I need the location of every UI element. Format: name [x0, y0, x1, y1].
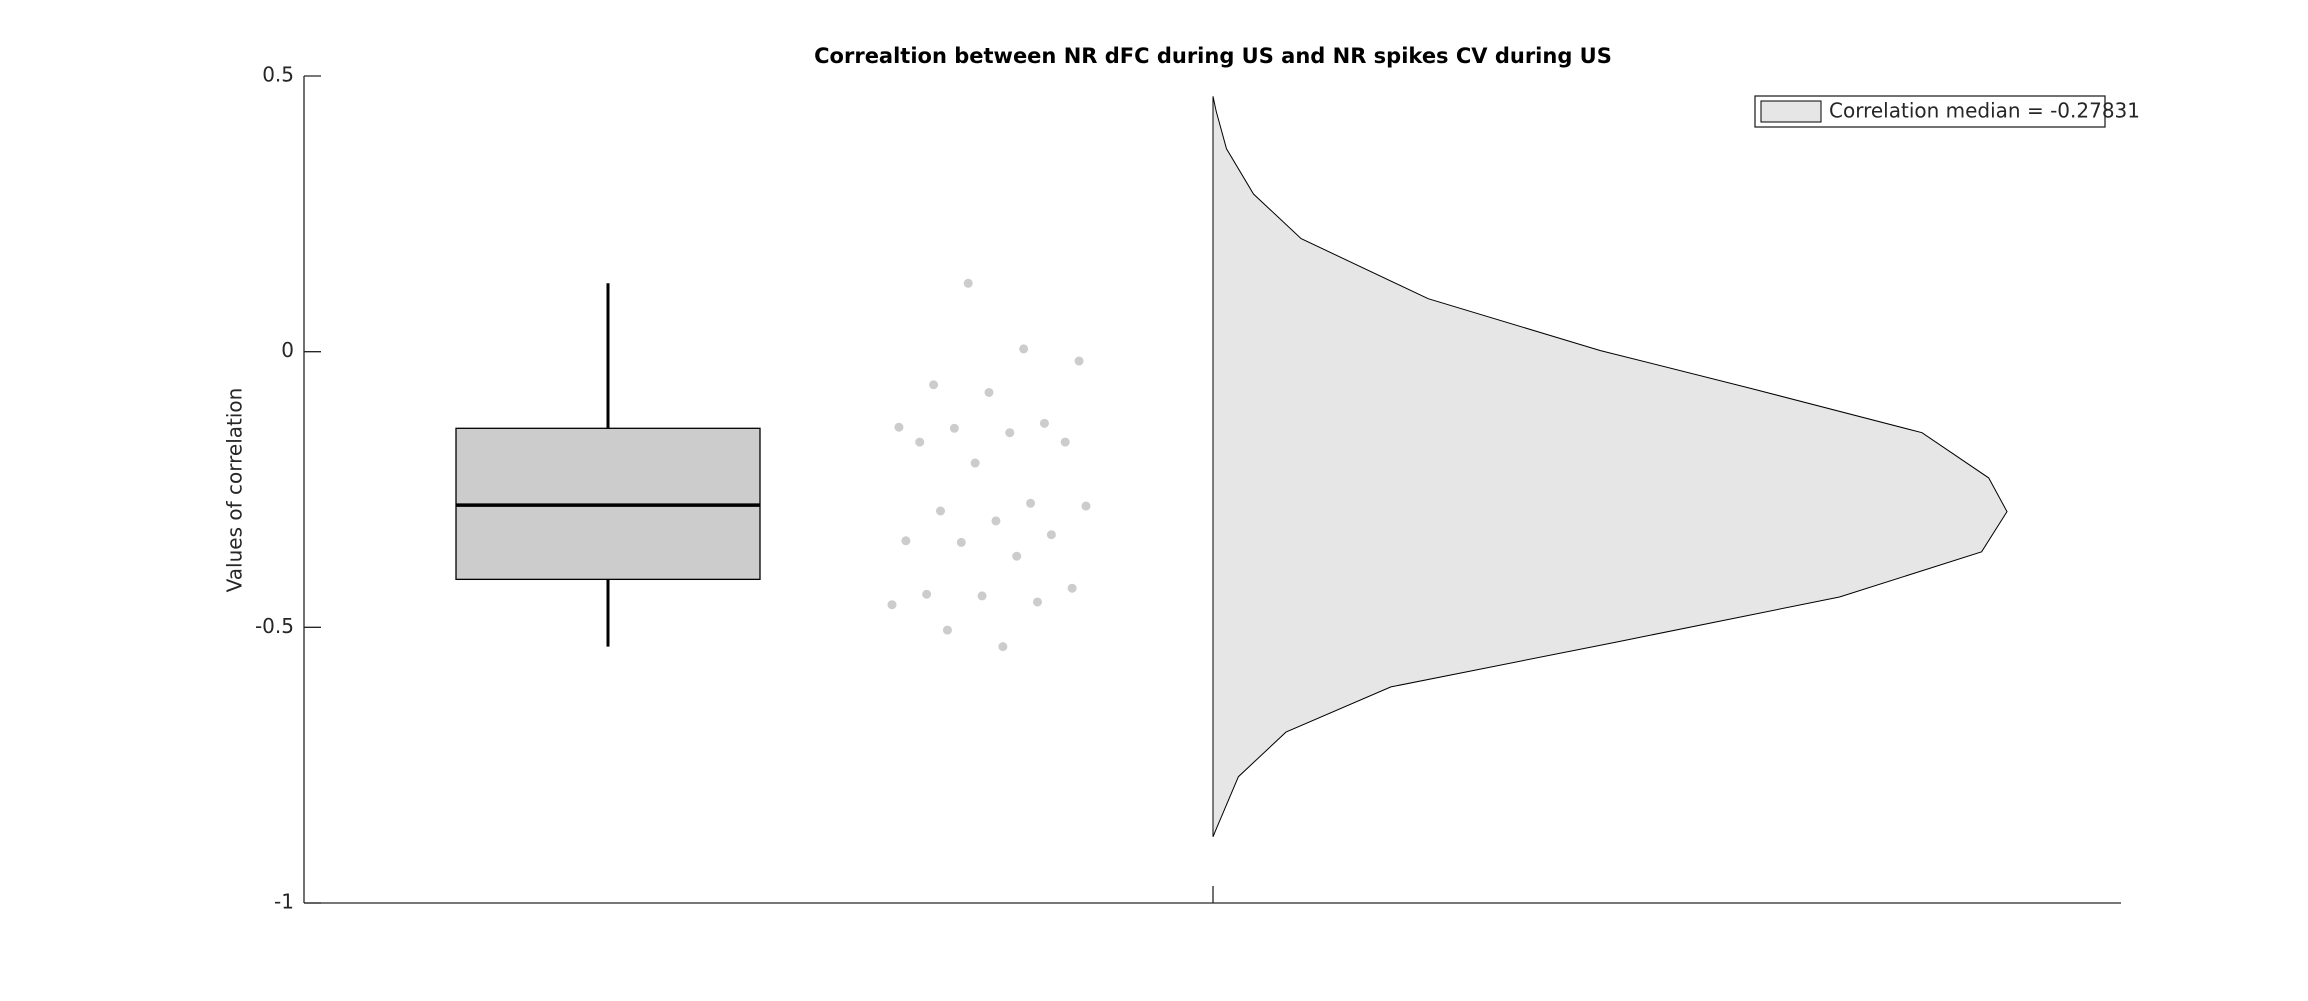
- data-point: [942, 625, 952, 635]
- data-point: [901, 536, 911, 546]
- y-tick-label: -1: [274, 890, 294, 914]
- chart-title: Correaltion between NR dFC during US and…: [814, 44, 1612, 68]
- y-tick-label: 0: [281, 338, 294, 362]
- density-area: [1212, 96, 2008, 837]
- data-point: [1039, 418, 1049, 428]
- data-point: [1026, 498, 1036, 508]
- y-axis-label: Values of correlation: [223, 388, 247, 593]
- data-point: [922, 589, 932, 599]
- y-tick-label: 0.5: [262, 63, 294, 87]
- data-point: [1033, 597, 1042, 607]
- data-point: [949, 423, 959, 433]
- legend-label: Correlation median = -0.27831: [1829, 99, 2140, 123]
- data-point: [963, 278, 973, 288]
- data-point: [1005, 428, 1015, 438]
- data-point: [977, 591, 987, 601]
- data-point: [984, 387, 994, 397]
- data-point: [894, 422, 904, 432]
- data-point: [991, 516, 1001, 526]
- data-point: [1067, 583, 1077, 593]
- data-point: [970, 458, 980, 468]
- legend-swatch: [1760, 100, 1822, 123]
- data-point: [1012, 551, 1022, 561]
- data-point: [956, 537, 966, 547]
- data-point: [929, 380, 939, 390]
- data-point: [1074, 356, 1084, 366]
- data-point: [1081, 501, 1091, 511]
- data-point: [915, 437, 925, 447]
- y-tick-label: -0.5: [255, 614, 294, 638]
- data-point: [887, 600, 897, 610]
- data-point: [1046, 530, 1056, 540]
- data-point: [1060, 437, 1070, 447]
- data-point: [1019, 344, 1029, 354]
- data-point: [936, 506, 945, 516]
- data-point: [998, 642, 1008, 652]
